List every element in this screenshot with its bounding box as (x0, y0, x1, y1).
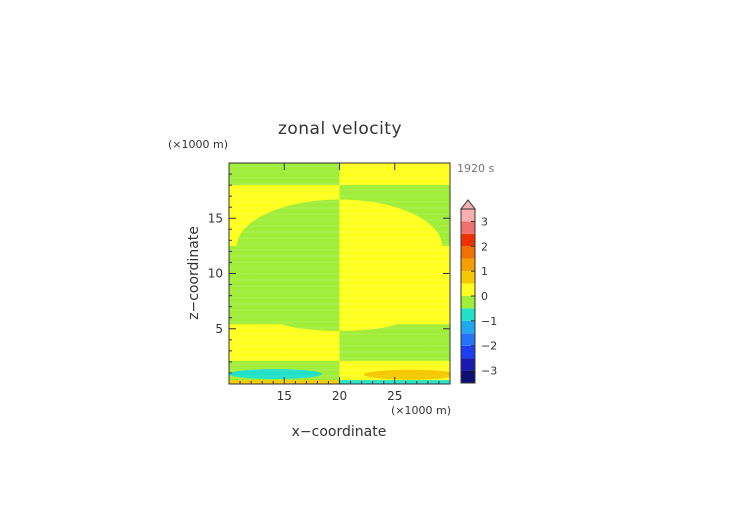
x-unit-label: (×1000 m) (391, 404, 451, 417)
colorbar: 3 2 1 0 −1 −2 −3 (459, 199, 497, 384)
colorbar-swatch (461, 308, 475, 321)
y-tick-label: 15 (208, 211, 223, 225)
colorbar-swatch (461, 358, 475, 371)
y-unit-label: (×1000 m) (168, 138, 228, 151)
y-axis: 5 10 15 (208, 173, 450, 374)
colorbar-tick-label: −2 (481, 340, 497, 353)
colorbar-tick-label: 3 (481, 215, 488, 228)
colorbar-tick-label: −3 (481, 365, 497, 378)
colorbar-tick-label: 0 (481, 290, 488, 303)
colorbar-tick-label: 2 (481, 240, 488, 253)
colorbar-swatch (461, 296, 475, 309)
contour-region (275, 306, 340, 331)
colorbar-swatch (461, 320, 475, 334)
y-tick-label: 10 (208, 267, 223, 281)
x-tick-label: 20 (332, 389, 347, 403)
x-axis: 15 20 25 (239, 163, 440, 403)
colorbar-swatch (461, 271, 475, 284)
colorbar-swatch (461, 345, 475, 359)
colorbar-tick-label: 1 (481, 265, 488, 278)
contour-region (229, 369, 322, 380)
colorbar-swatch (461, 221, 475, 234)
colorbar-swatch (461, 246, 475, 259)
contour-region (339, 306, 404, 331)
colorbar-swatch (461, 258, 475, 272)
grid-texture (229, 165, 450, 383)
contour-region (363, 369, 450, 380)
x-tick-label: 15 (277, 389, 292, 403)
x-axis-label: x−coordinate (292, 424, 387, 440)
contour-field (229, 163, 450, 384)
colorbar-swatch (461, 370, 475, 383)
colorbar-swatch (461, 233, 475, 247)
colorbar-tick-label: −1 (481, 315, 497, 328)
contour-region (234, 324, 340, 361)
chart-title: zonal velocity (278, 119, 402, 139)
y-tick-label: 5 (215, 322, 223, 336)
y-axis-label: z−coordinate (186, 226, 202, 320)
colorbar-extension (459, 199, 477, 210)
colorbar-swatch (461, 283, 475, 296)
x-tick-label: 25 (387, 389, 402, 403)
contour-region (236, 199, 340, 295)
colorbar-swatch (461, 333, 475, 346)
contour-region (339, 199, 443, 295)
contour-region (339, 324, 445, 361)
time-label: 1920 s (457, 162, 494, 175)
colorbar-swatch (461, 209, 475, 222)
